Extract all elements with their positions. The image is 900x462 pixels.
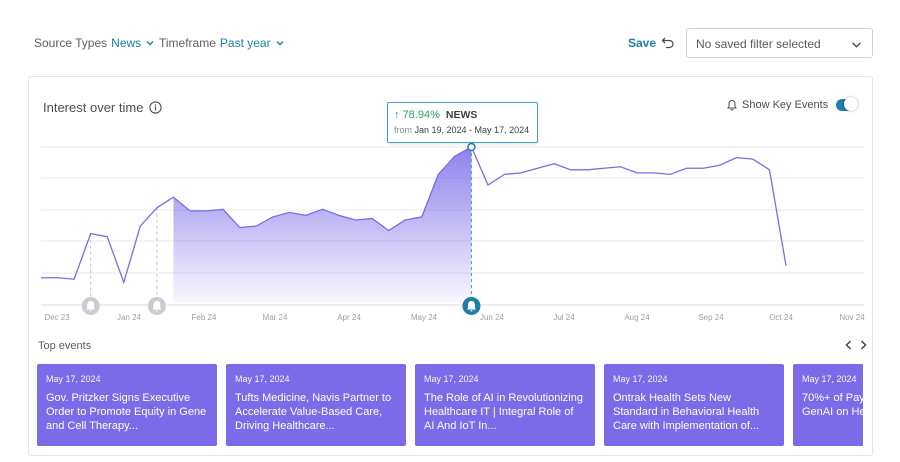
x-tick-label: Sep 24 bbox=[698, 313, 724, 322]
chevron-down-icon bbox=[852, 42, 861, 48]
saved-filter-value: No saved filter selected bbox=[696, 37, 821, 51]
event-title: The Role of AI in Revolutionizing Health… bbox=[424, 392, 583, 432]
x-tick-label: Mar 24 bbox=[263, 313, 288, 322]
event-date: May 17, 2024 bbox=[235, 374, 290, 384]
filter-bar: Source Types News Timeframe Past year Sa… bbox=[0, 0, 900, 76]
top-events-list: May 17, 2024 Gov. Pritzker Signs Executi… bbox=[37, 364, 863, 448]
bell-icon bbox=[727, 99, 737, 111]
show-key-events-label: Show Key Events bbox=[742, 99, 829, 111]
event-date: May 17, 2024 bbox=[613, 374, 668, 384]
tooltip-range: Jan 19, 2024 - May 17, 2024 bbox=[414, 125, 530, 135]
event-date: May 17, 2024 bbox=[46, 374, 101, 384]
x-tick-label: Jun 24 bbox=[480, 313, 505, 322]
top-events-title: Top events bbox=[38, 340, 92, 352]
tooltip-change: ↑ 78.94% bbox=[394, 109, 440, 121]
card-title: Interest over time bbox=[43, 100, 144, 115]
key-event-lines bbox=[90, 147, 472, 299]
source-types-value: News bbox=[111, 36, 142, 50]
events-nav bbox=[844, 339, 868, 351]
event-date: May 17, 2024 bbox=[424, 374, 479, 384]
x-tick-label: Jan 24 bbox=[117, 313, 142, 322]
timeframe-value: Past year bbox=[219, 36, 271, 50]
show-key-events-toggle[interactable] bbox=[836, 97, 859, 111]
highlight-area bbox=[173, 147, 472, 303]
info-icon[interactable] bbox=[149, 101, 163, 114]
chevron-right-icon[interactable] bbox=[859, 339, 868, 351]
x-tick-label: May 24 bbox=[411, 313, 438, 322]
event-title: 70%+ of Payers Anticipate GenAI on He bbox=[802, 392, 863, 418]
x-tick-label: Apr 24 bbox=[337, 313, 361, 322]
chevron-down-icon bbox=[146, 41, 154, 46]
undo-icon[interactable] bbox=[660, 34, 676, 50]
x-tick-label: Jul 24 bbox=[553, 313, 575, 322]
x-axis-ticks: Dec 23 Jan 24 Feb 24 Mar 24 Apr 24 May 24 Jun … bbox=[44, 313, 865, 322]
interest-chart: Dec 23 Jan 24 Feb 24 Mar 24 Apr 24 May 24 Jun … bbox=[41, 142, 865, 322]
tooltip-source: NEWS bbox=[445, 109, 478, 121]
event-date: May 17, 2024 bbox=[802, 374, 857, 384]
source-types-filter[interactable]: Source Types News bbox=[34, 36, 155, 50]
x-tick-label: Dec 23 bbox=[44, 313, 70, 322]
tooltip-from-label: from bbox=[394, 125, 412, 135]
key-event-markers bbox=[81, 297, 481, 315]
interest-card: Interest over time Show Key Events Dec 2… bbox=[28, 76, 873, 456]
x-tick-label: Feb 24 bbox=[192, 313, 217, 322]
source-types-label: Source Types bbox=[34, 36, 108, 50]
event-card[interactable]: May 17, 2024 Tufts Medicine, Navis Partn… bbox=[226, 364, 406, 446]
event-title: Ontrak Health Sets New Standard in Behav… bbox=[613, 392, 760, 432]
timeframe-filter[interactable]: Timeframe Past year bbox=[159, 36, 285, 50]
bell-icon[interactable] bbox=[462, 297, 481, 315]
event-card[interactable]: May 17, 2024 Gov. Pritzker Signs Executi… bbox=[37, 364, 217, 446]
series-line bbox=[41, 146, 787, 285]
card-header: Interest over time bbox=[43, 100, 163, 115]
event-title: Tufts Medicine, Navis Partner to Acceler… bbox=[235, 392, 392, 432]
event-card[interactable]: May 17, 2024 70%+ of Payers Anticipate G… bbox=[793, 364, 863, 446]
save-button[interactable]: Save bbox=[628, 36, 657, 50]
hover-point bbox=[467, 142, 476, 152]
x-tick-label: Nov 24 bbox=[839, 313, 865, 322]
saved-filter-select[interactable]: No saved filter selected bbox=[686, 28, 873, 58]
bell-icon[interactable] bbox=[81, 297, 100, 315]
chevron-left-icon[interactable] bbox=[844, 339, 853, 351]
chevron-down-icon bbox=[276, 41, 284, 46]
timeframe-label: Timeframe bbox=[159, 36, 216, 50]
event-title: Gov. Pritzker Signs Executive Order to P… bbox=[46, 392, 207, 432]
chart-tooltip: ↑ 78.94% NEWS from Jan 19, 2024 - May 17… bbox=[387, 102, 538, 143]
x-tick-label: Oct 24 bbox=[769, 313, 793, 322]
x-tick-label: Aug 24 bbox=[624, 313, 650, 322]
show-key-events: Show Key Events bbox=[726, 97, 859, 111]
event-card[interactable]: May 17, 2024 Ontrak Health Sets New Stan… bbox=[604, 364, 784, 446]
event-card[interactable]: May 17, 2024 The Role of AI in Revolutio… bbox=[415, 364, 595, 446]
bell-icon[interactable] bbox=[147, 297, 166, 315]
